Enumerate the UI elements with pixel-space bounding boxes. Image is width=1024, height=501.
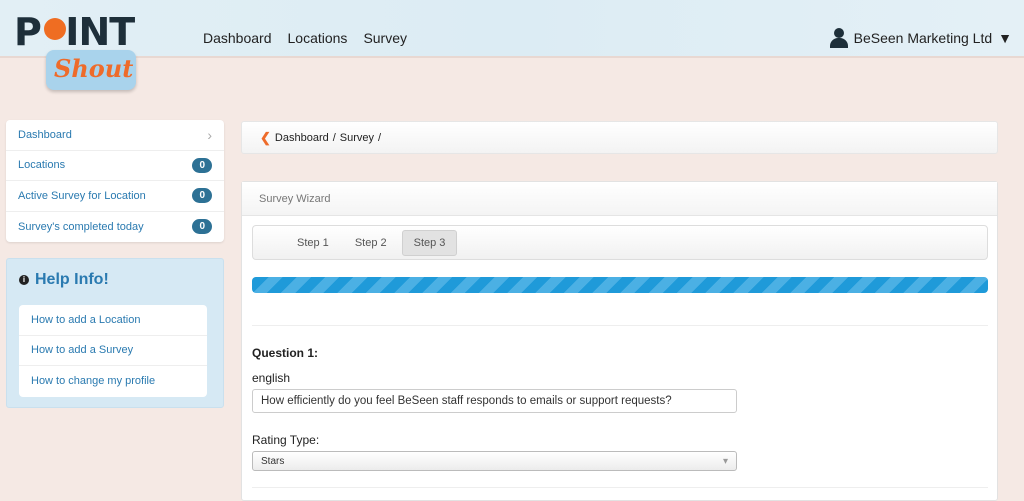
caret-down-icon: ▼: [998, 30, 1012, 46]
rating-type-select[interactable]: Stars ▾: [252, 451, 737, 471]
point-shout-logo[interactable]: P INT Shout: [14, 10, 144, 92]
back-chevron-icon[interactable]: ❮: [260, 129, 271, 145]
sidebar-item-dashboard[interactable]: Dashboard ›: [6, 120, 224, 151]
help-info-box: i Help Info! How to add a Location How to…: [6, 258, 224, 408]
help-link-add-location[interactable]: How to add a Location: [19, 305, 207, 336]
breadcrumb-separator: /: [378, 131, 382, 144]
tab-step-2[interactable]: Step 2: [354, 236, 387, 249]
top-bar: P INT Shout Dashboard Locations Survey B…: [0, 0, 1024, 90]
survey-wizard-panel: Survey Wizard Step 1 Step 2 Step 3 Quest…: [241, 181, 998, 501]
breadcrumb: ❮ Dashboard / Survey /: [241, 121, 998, 154]
sidebar-item-surveys-completed[interactable]: Survey's completed today 0: [6, 212, 224, 243]
user-menu[interactable]: BeSeen Marketing Ltd ▼: [829, 28, 1012, 48]
main-nav: Dashboard Locations Survey: [203, 30, 407, 46]
nav-locations[interactable]: Locations: [287, 30, 348, 46]
sidebar-stats: Dashboard › Locations 0 Active Survey for …: [6, 120, 224, 242]
sidebar-item-label: Locations: [18, 159, 66, 172]
user-name: BeSeen Marketing Ltd: [853, 30, 993, 46]
panel-title: Survey Wizard: [242, 182, 997, 216]
sidebar-item-active-survey[interactable]: Active Survey for Location 0: [6, 181, 224, 212]
help-links: How to add a Location How to add a Surve…: [19, 305, 207, 397]
wizard-steps: Step 1 Step 2 Step 3: [252, 225, 988, 260]
question-text-input[interactable]: [252, 389, 737, 413]
rating-type-value: Stars: [261, 456, 285, 467]
user-icon: [829, 28, 848, 48]
sidebar-item-label: Survey's completed today: [18, 220, 144, 233]
breadcrumb-separator: /: [332, 131, 336, 144]
tab-step-1[interactable]: Step 1: [297, 236, 329, 249]
help-heading: i Help Info!: [19, 271, 109, 289]
language-label: english: [252, 371, 291, 385]
logo-dot-icon: [44, 18, 66, 40]
breadcrumb-dashboard[interactable]: Dashboard: [274, 131, 329, 144]
rating-type-label: Rating Type:: [252, 433, 320, 447]
nav-survey[interactable]: Survey: [363, 30, 408, 46]
count-badge: 0: [192, 188, 212, 204]
count-badge: 0: [192, 219, 212, 235]
info-icon: i: [19, 275, 29, 285]
chevron-right-icon: ›: [207, 126, 212, 143]
sidebar-item-label: Dashboard: [18, 128, 72, 141]
divider: [252, 487, 988, 488]
question-label: Question 1:: [252, 346, 319, 360]
wizard-progress-bar: [252, 277, 988, 293]
help-title: Help Info!: [35, 271, 109, 288]
sidebar-item-locations[interactable]: Locations 0: [6, 151, 224, 181]
sidebar-item-label: Active Survey for Location: [18, 189, 146, 202]
help-link-change-profile[interactable]: How to change my profile: [31, 375, 156, 388]
tab-step-3[interactable]: Step 3: [401, 229, 458, 256]
help-link-add-survey[interactable]: How to add a Survey: [19, 336, 207, 366]
select-caret-icon: ▾: [722, 456, 728, 467]
nav-dashboard[interactable]: Dashboard: [203, 30, 272, 46]
breadcrumb-survey[interactable]: Survey: [339, 131, 375, 144]
divider: [252, 325, 988, 326]
count-badge: 0: [192, 157, 212, 173]
